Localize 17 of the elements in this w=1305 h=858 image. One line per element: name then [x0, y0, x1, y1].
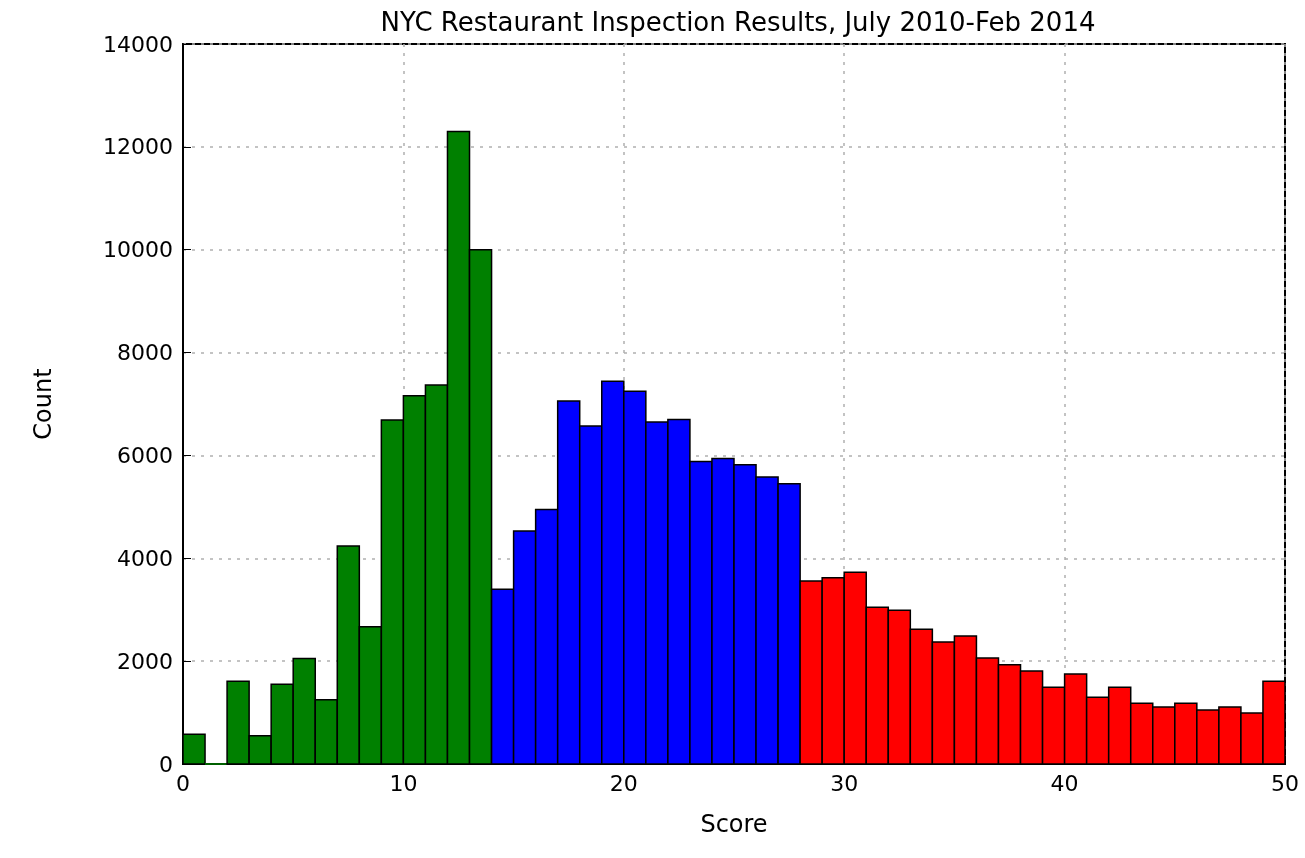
x-tick-label: 0 — [176, 770, 190, 796]
chart-title: NYC Restaurant Inspection Results, July 2010-Feb 2014 — [380, 7, 1096, 37]
x-tick-label: 30 — [830, 770, 859, 796]
x-axis-title: Score — [700, 810, 768, 838]
x-tick-label: 40 — [1050, 770, 1079, 796]
y-tick-label: 2000 — [117, 648, 173, 674]
x-tick-label: 50 — [1271, 770, 1299, 796]
y-tick-label: 4000 — [117, 545, 173, 571]
y-tick-label: 8000 — [117, 340, 173, 366]
y-tick-label: 0 — [159, 751, 173, 777]
y-tick-label: 14000 — [103, 31, 173, 57]
y-tick-label: 6000 — [117, 442, 173, 468]
y-axis-title: Count — [29, 368, 57, 440]
y-tick-label: 10000 — [103, 237, 173, 263]
x-tick-label: 10 — [389, 770, 418, 796]
y-tick-label: 12000 — [103, 134, 173, 160]
x-tick-label: 20 — [609, 770, 638, 796]
